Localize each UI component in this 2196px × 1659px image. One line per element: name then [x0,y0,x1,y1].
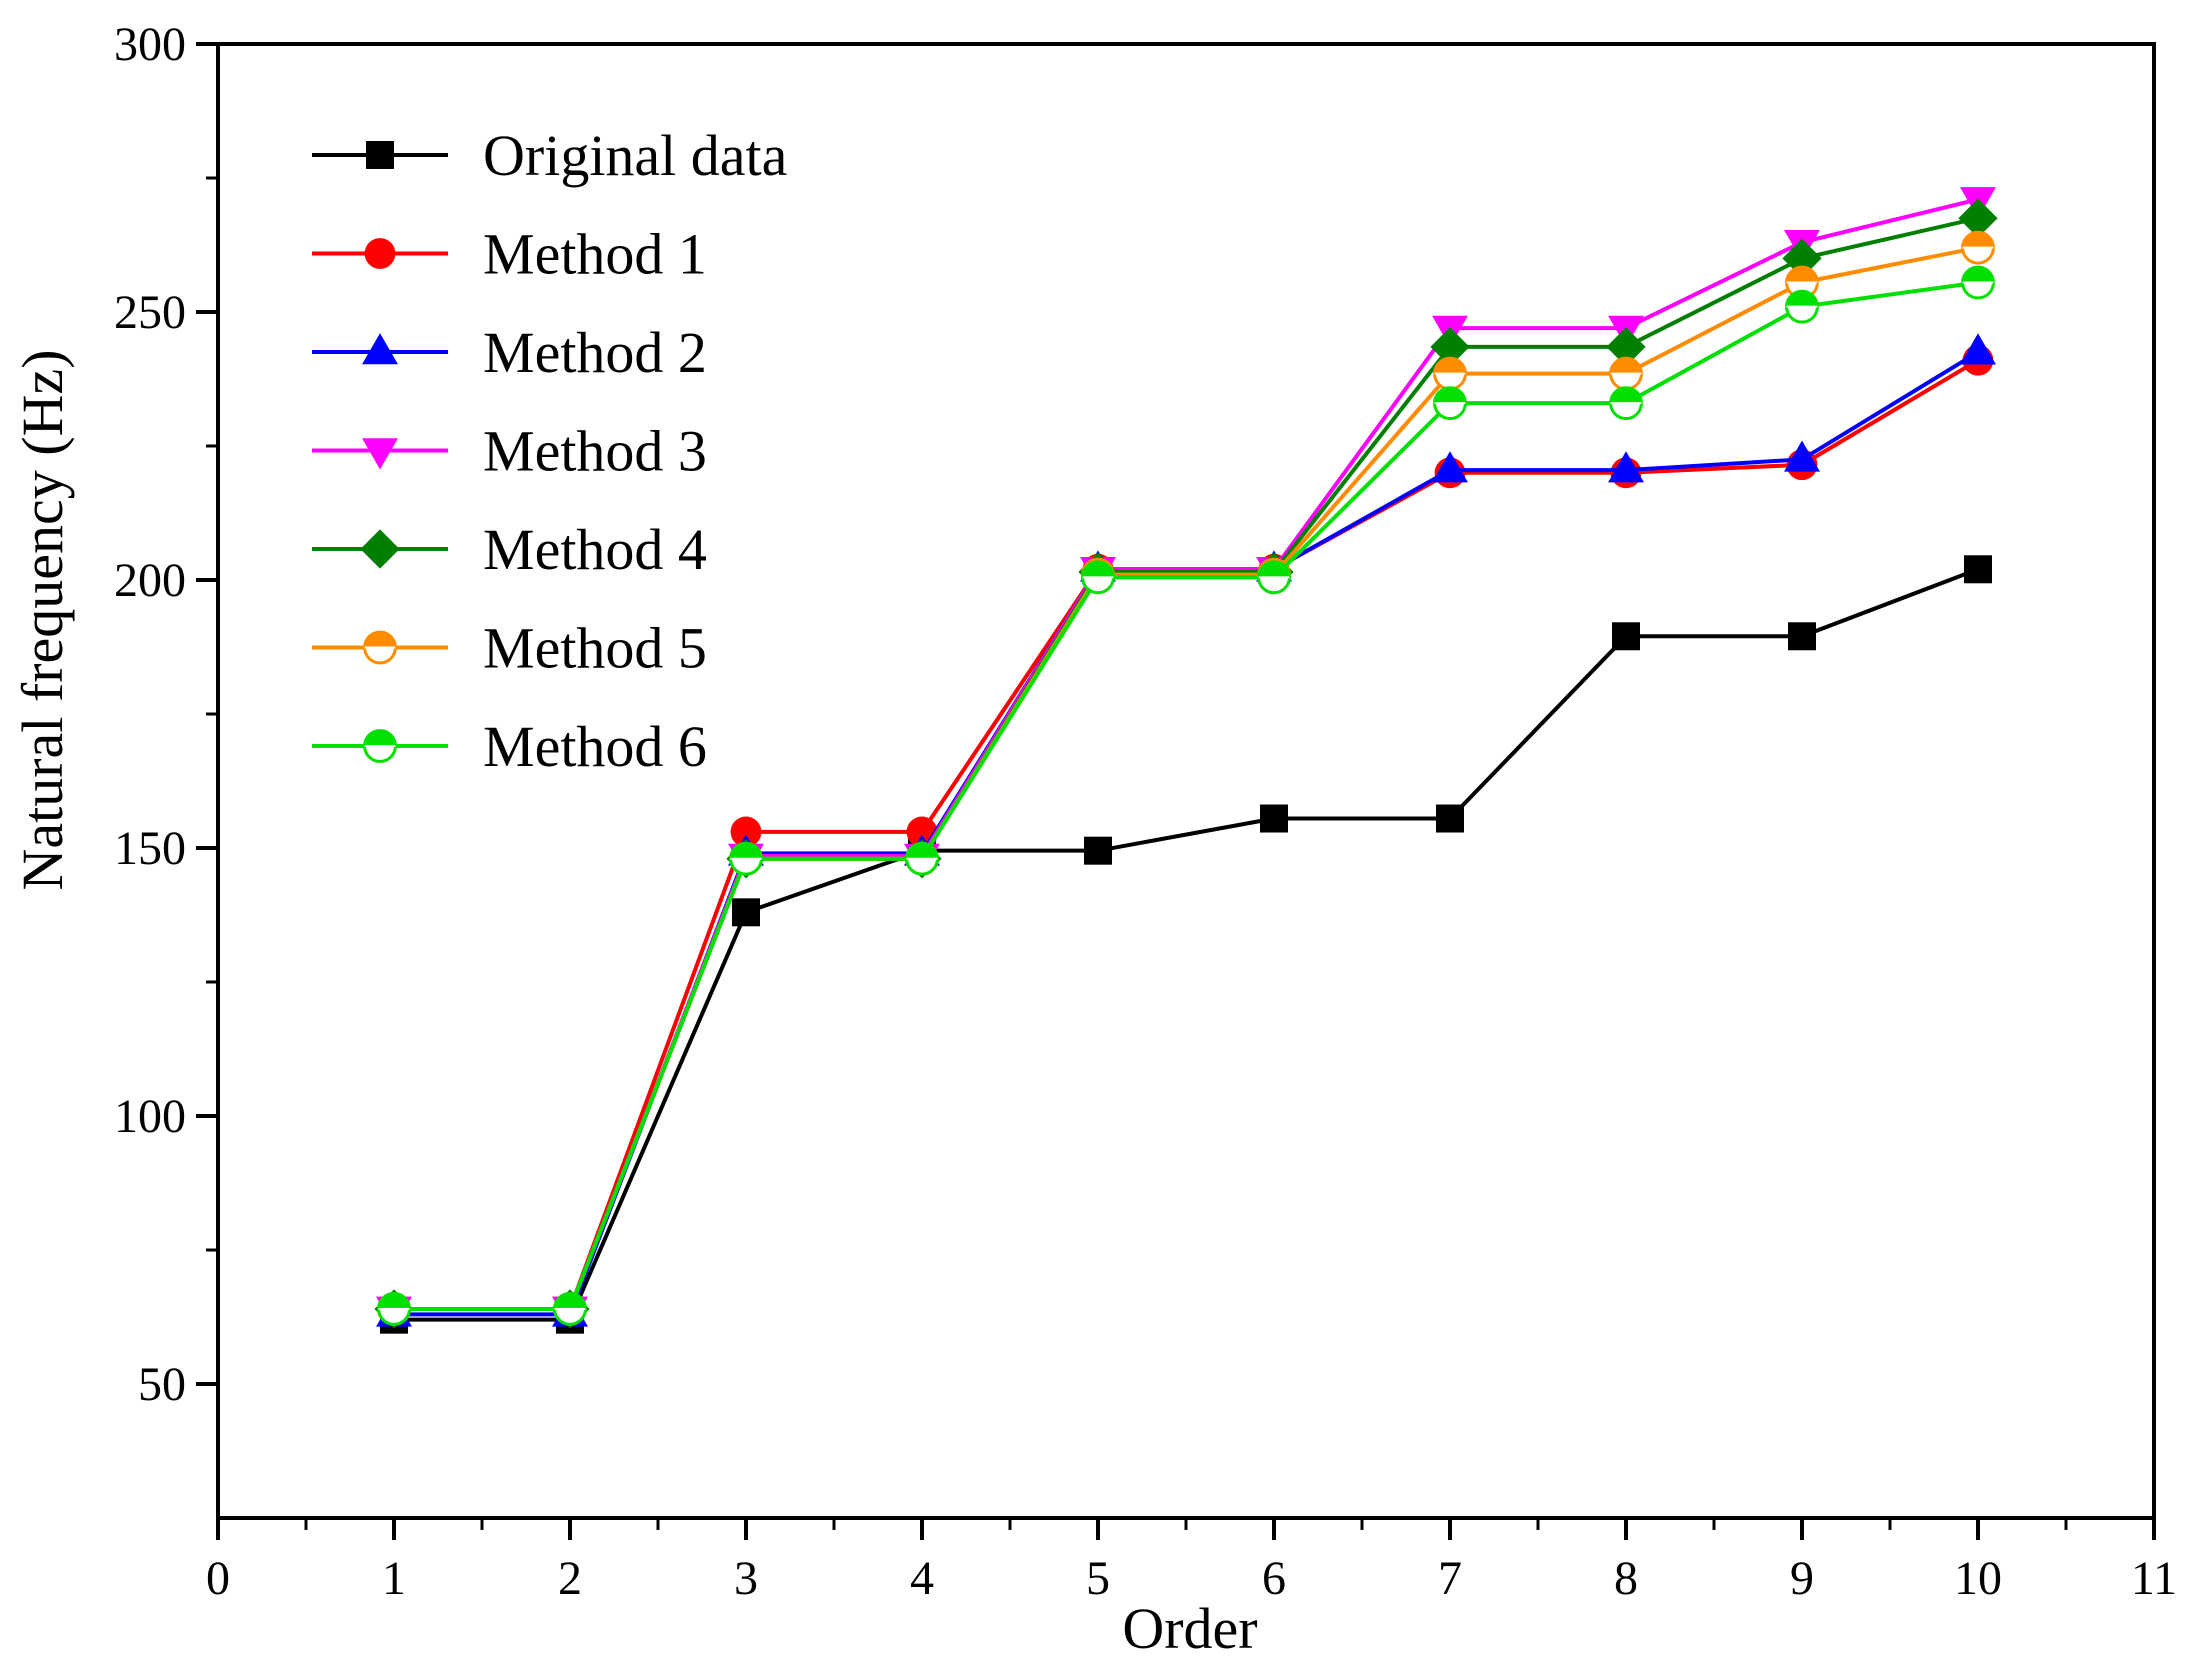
y-tick-label: 250 [114,286,186,339]
legend-label: Method 1 [483,222,707,287]
y-tick-label: 300 [114,18,186,71]
data-point [1788,622,1816,651]
legend-marker [363,729,397,763]
x-tick-label: 4 [910,1552,934,1605]
data-point [1081,560,1115,595]
data-point [729,841,763,876]
legend-item: Method 4 [312,517,707,582]
x-tick-label: 11 [2131,1552,2177,1605]
legend-marker [362,438,398,470]
series-line [394,567,1979,1322]
legend-label: Original data [483,123,787,188]
data-point [1257,560,1291,595]
x-tick-label: 7 [1438,1552,1462,1605]
legend-marker [366,141,394,169]
legend-marker [364,238,396,269]
x-tick-label: 8 [1614,1552,1638,1605]
legend-label: Method 2 [483,320,707,385]
x-tick-label: 0 [206,1552,230,1605]
data-point [730,816,762,848]
data-point [1433,386,1467,421]
legend-item: Method 1 [312,222,707,287]
data-point [732,898,760,927]
data-point [377,1292,411,1326]
x-tick-label: 3 [734,1552,758,1605]
y-tick-label: 50 [138,1358,186,1411]
x-tick-label: 9 [1790,1552,1814,1605]
legend-label: Method 5 [483,616,707,681]
data-point [1084,836,1112,865]
data-point [1958,198,1998,238]
y-tick-label: 200 [114,554,186,607]
data-point [1964,555,1992,584]
x-tick-label: 10 [1954,1552,2002,1605]
legend-marker [360,529,400,569]
data-point [1609,356,1643,391]
data-point [1784,440,1820,472]
data-point [1785,265,1819,300]
x-axis-title: Order [1122,1596,1257,1659]
data-point [1612,622,1640,651]
y-axis: 50 100 150 200 250 300 [114,18,218,1411]
series-method-6 [377,265,1995,1326]
data-point [1609,386,1643,421]
x-tick-label: 1 [382,1552,406,1605]
legend-label: Method 6 [483,714,707,779]
data-point [1430,327,1470,367]
x-tick-label: 6 [1262,1552,1286,1605]
legend-item: Method 2 [312,320,707,385]
data-point [1961,230,1995,265]
legend-label: Method 3 [483,419,707,484]
x-axis: 0 1 2 3 4 5 6 7 8 9 10 11 [206,1518,2177,1605]
legend: Original data Method 1 Method 2 Method 3 Met… [312,123,787,779]
data-point [1606,327,1646,367]
legend-item: Original data [312,123,787,188]
data-point [1960,333,1996,365]
series-layer [374,187,1998,1334]
data-point [1433,356,1467,391]
data-point [1782,238,1822,278]
y-tick-label: 150 [114,822,186,875]
x-tick-label: 2 [558,1552,582,1605]
legend-label: Method 4 [483,517,707,582]
data-point [1961,265,1995,300]
data-point [1785,289,1819,324]
legend-marker [362,333,398,365]
legend-item: Method 6 [312,714,707,779]
data-point [553,1292,587,1326]
x-tick-label: 5 [1086,1552,1110,1605]
data-point [905,841,939,876]
y-axis-title: Natural frequency (Hz) [10,349,75,890]
legend-marker [363,630,397,665]
data-point [1436,804,1464,833]
series-line [394,280,1979,1311]
legend-item: Method 5 [312,616,707,681]
data-point [1260,804,1288,833]
y-tick-label: 100 [114,1090,186,1143]
legend-item: Method 3 [312,419,707,484]
data-point [1432,451,1468,483]
data-point [1608,451,1644,483]
